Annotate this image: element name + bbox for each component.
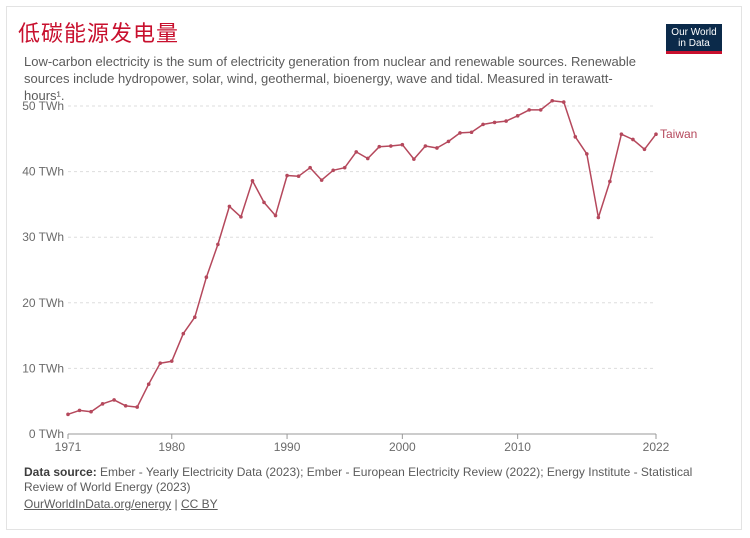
data-point (262, 200, 266, 205)
data-point (181, 331, 186, 336)
data-point (469, 130, 474, 135)
series-line-taiwan (67, 100, 657, 416)
y-tick-label: 50 TWh (22, 99, 64, 113)
series-label: Taiwan (660, 127, 697, 141)
data-point (561, 100, 566, 104)
data-point (550, 98, 555, 103)
data-point (365, 156, 370, 161)
x-tick-label: 2022 (643, 440, 670, 454)
footer-separator: | (174, 497, 178, 511)
x-tick-label: 1971 (55, 440, 82, 454)
data-point (227, 204, 232, 209)
data-point (608, 179, 612, 184)
data-point (331, 168, 335, 173)
data-point (193, 315, 197, 320)
y-tick-label: 20 TWh (22, 296, 64, 310)
data-point (216, 242, 220, 247)
logo-line-1: Our World (671, 27, 717, 38)
x-tick-label: 1990 (274, 440, 301, 454)
data-point (342, 165, 347, 170)
data-point (481, 122, 485, 127)
data-point (596, 215, 601, 220)
data-source-text: Ember - Yearly Electricity Data (2023); … (24, 465, 693, 494)
y-tick-label: 30 TWh (22, 230, 64, 244)
data-source-label: Data source: (24, 465, 97, 479)
data-point (158, 361, 163, 365)
data-point (504, 119, 508, 123)
data-point (112, 398, 116, 402)
data-point (538, 108, 543, 112)
data-point (654, 132, 658, 137)
data-point (146, 382, 151, 386)
data-point (377, 144, 382, 149)
data-point (100, 402, 105, 406)
data-point (515, 114, 520, 118)
data-point (354, 150, 359, 154)
license-link[interactable]: CC BY (181, 497, 218, 511)
data-point (458, 131, 462, 135)
data-point (296, 174, 301, 178)
data-point (135, 405, 139, 409)
data-point (389, 144, 393, 148)
y-tick-label: 40 TWh (22, 165, 64, 179)
y-tick-label: 0 TWh (29, 427, 64, 441)
data-source: Data source: Ember - Yearly Electricity … (24, 465, 714, 495)
data-point (273, 213, 278, 218)
data-point (250, 178, 255, 183)
data-point (412, 157, 416, 161)
data-point (77, 408, 82, 413)
data-point (619, 132, 624, 137)
chart-frame (6, 6, 742, 530)
chart-footer: Data source: Ember - Yearly Electricity … (24, 465, 714, 512)
x-tick-label: 1980 (158, 440, 185, 454)
chart-subtitle: Low-carbon electricity is the sum of ele… (24, 54, 637, 103)
footer-links: OurWorldInData.org/energy | CC BY (24, 497, 714, 512)
chart-title: 低碳能源发电量 (18, 22, 180, 47)
x-tick-label: 2000 (389, 440, 416, 454)
data-point (631, 137, 635, 142)
y-tick-label: 10 TWh (22, 361, 64, 375)
x-tick-label: 2010 (504, 440, 531, 454)
data-point (239, 215, 243, 219)
data-point (66, 412, 70, 417)
data-point (527, 108, 531, 112)
data-point (585, 152, 589, 156)
owid-logo[interactable]: Our World in Data (666, 24, 722, 54)
data-point (319, 178, 324, 182)
data-point (642, 147, 647, 152)
owid-energy-link[interactable]: OurWorldInData.org/energy (24, 497, 172, 511)
data-point (400, 142, 405, 147)
data-point (308, 165, 312, 170)
data-point (204, 275, 209, 280)
data-point (492, 120, 497, 125)
data-point (169, 359, 174, 363)
logo-line-2: in Data (678, 38, 710, 49)
data-point (435, 146, 439, 150)
data-point (423, 144, 428, 148)
data-point (285, 173, 289, 178)
data-point (573, 135, 578, 139)
data-point (89, 409, 93, 414)
data-point (123, 403, 128, 408)
data-point (446, 139, 451, 144)
